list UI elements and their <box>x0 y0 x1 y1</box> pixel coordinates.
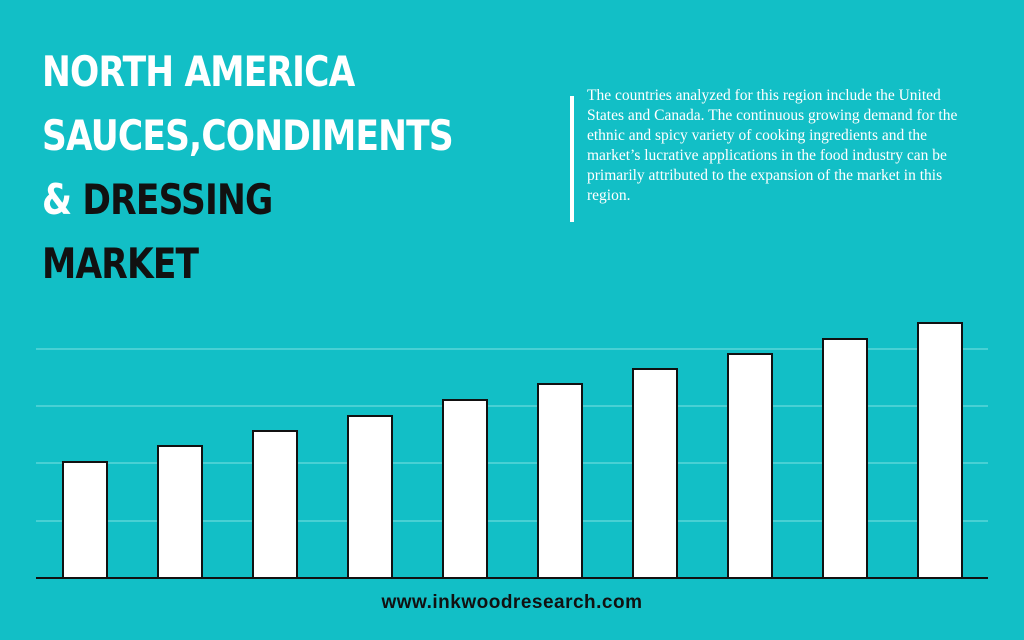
description-text: The countries analyzed for this region i… <box>587 87 958 204</box>
bar <box>62 461 108 579</box>
website-footer: www.inkwoodresearch.com <box>381 592 643 613</box>
chart-title: NORTH AMERICA SAUCES,CONDIMENTS & DRESSI… <box>42 40 454 296</box>
title-line-3: & DRESSING <box>42 168 453 232</box>
title-line-4: MARKET <box>42 239 199 288</box>
bar <box>727 353 773 579</box>
bar <box>347 415 393 579</box>
description-accent-bar <box>570 96 574 222</box>
bar <box>157 445 203 579</box>
title-dressing: DRESSING <box>82 175 273 224</box>
bar <box>632 368 678 579</box>
bar <box>917 322 963 579</box>
bar <box>537 383 583 579</box>
title-line-2: SAUCES,CONDIMENTS <box>42 111 454 160</box>
title-ampersand: & <box>42 175 72 224</box>
bar <box>252 430 298 579</box>
bar <box>822 338 868 579</box>
bar <box>442 399 488 579</box>
title-line-1: NORTH AMERICA <box>42 47 355 96</box>
